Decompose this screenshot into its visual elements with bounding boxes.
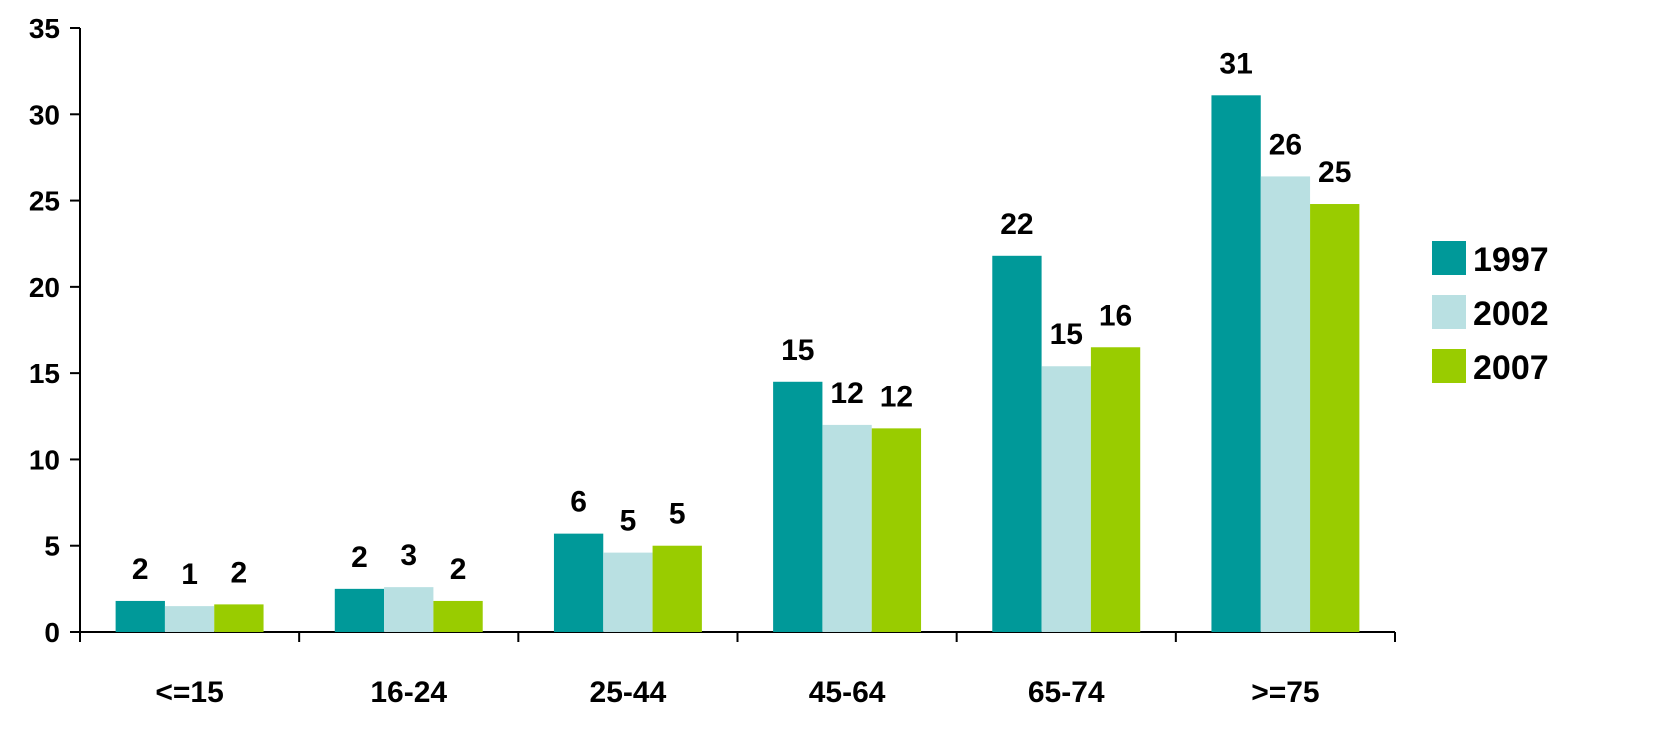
bar-2002-1	[384, 587, 434, 632]
bar-1997-4	[992, 255, 1042, 632]
data-label: 15	[1050, 318, 1083, 351]
data-label: 5	[669, 498, 686, 531]
data-label: 12	[830, 377, 863, 410]
bar-1997-0	[115, 600, 165, 632]
legend-label: 2007	[1473, 349, 1549, 387]
data-label: 2	[132, 553, 149, 586]
bar-2007-3	[871, 428, 922, 632]
data-label: 25	[1318, 156, 1351, 189]
bar-2002-4	[1041, 366, 1091, 632]
bar-2002-2	[603, 552, 653, 632]
bar-2007-4	[1090, 347, 1141, 632]
data-label: 2	[231, 556, 248, 589]
legend-swatch-2002	[1432, 295, 1466, 329]
bar-1997-3	[773, 381, 823, 632]
data-label: 2	[351, 541, 368, 574]
y-tick-label: 0	[44, 617, 60, 648]
chart-bars	[115, 95, 1360, 632]
x-category-label: >=75	[1251, 676, 1319, 709]
bar-2007-1	[433, 600, 483, 632]
data-label: 6	[570, 486, 587, 519]
y-tick-label: 35	[29, 13, 60, 44]
x-category-label: 25-44	[590, 676, 667, 709]
y-tick-label: 20	[29, 272, 60, 303]
data-label: 5	[620, 505, 637, 538]
x-category-label: 65-74	[1028, 676, 1105, 709]
legend: 1997 2002 2007	[1432, 241, 1549, 387]
legend-swatch-2007	[1432, 349, 1466, 383]
legend-label: 2002	[1473, 295, 1549, 333]
data-label: 16	[1099, 299, 1132, 332]
bar-1997-1	[334, 588, 385, 632]
bar-1997-5	[1211, 95, 1261, 632]
data-label: 15	[781, 334, 814, 367]
y-tick-label: 5	[44, 531, 60, 562]
bar-2007-0	[214, 604, 264, 632]
y-tick-label: 15	[29, 358, 60, 389]
bar-2002-5	[1260, 176, 1311, 632]
data-label: 22	[1000, 208, 1033, 241]
y-tick-label: 25	[29, 186, 60, 217]
y-tick-label: 30	[29, 99, 60, 130]
legend-swatch-1997	[1432, 241, 1466, 275]
bar-2002-3	[822, 424, 872, 632]
bar-2002-0	[164, 606, 215, 632]
data-label: 26	[1269, 128, 1302, 161]
x-category-label: 45-64	[809, 676, 886, 709]
bar-2007-2	[652, 545, 702, 632]
x-category-label: 16-24	[370, 676, 447, 709]
legend-label: 1997	[1473, 241, 1549, 279]
bar-2007-5	[1310, 204, 1360, 632]
data-label: 12	[880, 380, 913, 413]
x-category-label: <=15	[155, 676, 223, 709]
data-label: 31	[1219, 47, 1252, 80]
bar-1997-2	[553, 533, 604, 632]
data-label: 1	[181, 558, 198, 591]
data-label: 3	[400, 539, 417, 572]
y-tick-label: 10	[29, 444, 60, 475]
data-label: 2	[450, 553, 467, 586]
